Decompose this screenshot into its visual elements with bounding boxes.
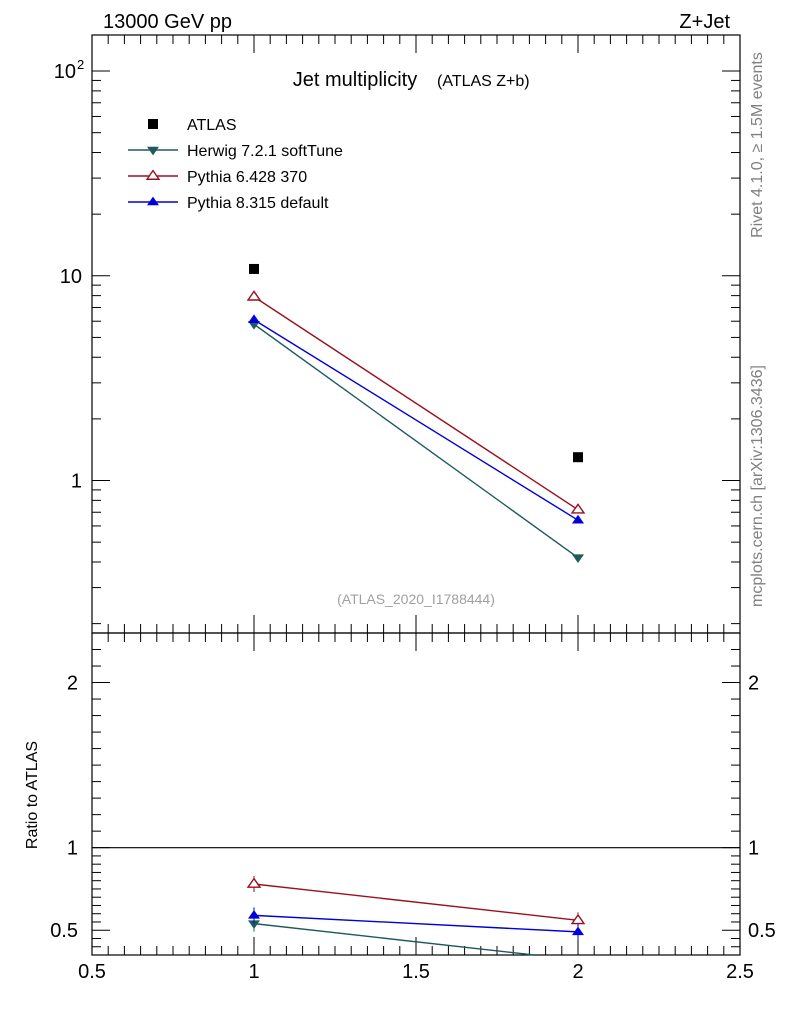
y-tick-label: 1 xyxy=(71,471,82,493)
main-series-markers xyxy=(246,263,586,564)
ratio-point-pythia-8-315-default xyxy=(572,926,584,936)
data-point-pythia-8-315-default xyxy=(248,314,260,323)
header-right-label: Z+Jet xyxy=(679,11,730,33)
x-tick-label: 2.5 xyxy=(726,961,754,983)
ratio-y-axis-label: Ratio to ATLAS xyxy=(24,741,41,849)
chart-subtitle: (ATLAS Z+b) xyxy=(437,73,530,90)
data-point-pythia-8-315-default xyxy=(572,514,584,524)
ratio-line-herwig-7-2-1-softtune xyxy=(253,922,534,956)
rivet-version-label: Rivet 4.1.0, ≥ 1.5M events xyxy=(749,52,766,238)
ratio-y-tick-label-right: 2 xyxy=(748,673,759,695)
data-point-atlas xyxy=(573,452,583,463)
main-series-lines xyxy=(253,296,579,559)
ratio-y-tick-label-right: 0.5 xyxy=(748,920,776,942)
ratio-y-tick-label-left: 1 xyxy=(67,838,78,860)
data-point-herwig-7-2-1-softtune xyxy=(248,320,260,330)
ratio-panel: 0.5 0.51 12 20.5 1 1.5 2 2.5 Ratio to ATLAS xyxy=(24,632,776,983)
header-left-label: 13000 GeV pp xyxy=(103,11,232,33)
legend: ATLAS Herwig 7.2.1 softTune Pythia 6.428 3… xyxy=(128,117,343,212)
legend-marker-pythia-6-428-370 xyxy=(145,169,161,180)
data-point-pythia-6-428-370 xyxy=(246,290,262,301)
y-tick-label: 10 xyxy=(60,266,82,288)
data-point-herwig-7-2-1-softtune xyxy=(572,554,584,564)
ratio-point-pythia-6-428-370 xyxy=(570,913,586,925)
ratio-line-pythia-6-428-370 xyxy=(253,883,579,922)
x-tick-label: 0.5 xyxy=(78,961,106,983)
x-tick-label: 1.5 xyxy=(402,961,430,983)
ratio-y-tick-label-left: 2 xyxy=(67,673,78,695)
ratio-plot-frame xyxy=(91,632,741,956)
ratio-point-herwig-7-2-1-softtune xyxy=(248,920,260,930)
legend-label: ATLAS xyxy=(187,117,237,134)
ratio-point-pythia-6-428-370 xyxy=(246,877,262,888)
series-line-pythia-6-428-370 xyxy=(253,296,579,511)
ratio-y-tick-label-left: 0.5 xyxy=(50,920,78,942)
series-line-pythia-8-315-default xyxy=(253,319,579,521)
y-tick-label-exponent: 2 xyxy=(77,57,84,72)
legend-marker-atlas xyxy=(148,119,158,129)
ratio-axis-ticks: 0.5 0.51 12 20.5 1 1.5 2 2.5 xyxy=(50,633,776,983)
data-point-pythia-6-428-370 xyxy=(570,503,586,514)
legend-marker-pythia-8-315-default xyxy=(147,196,159,206)
ratio-series-markers xyxy=(246,875,586,940)
y-tick-label: 10 xyxy=(54,61,76,83)
legend-label: Pythia 8.315 default xyxy=(187,195,329,212)
legend-label: Pythia 6.428 370 xyxy=(187,169,307,186)
series-line-herwig-7-2-1-softtune xyxy=(253,323,579,559)
analysis-watermark: (ATLAS_2020_I1788444) xyxy=(337,591,495,607)
ratio-series-lines xyxy=(253,883,579,956)
ratio-point-pythia-8-315-default xyxy=(248,909,260,919)
x-tick-label: 1 xyxy=(248,961,259,983)
data-point-atlas xyxy=(249,263,259,274)
ratio-line-pythia-8-315-default xyxy=(253,914,579,933)
mcplots-label: mcplots.cern.ch [arXiv:1306.3436] xyxy=(749,365,766,607)
legend-marker-herwig-7-2-1-softtune xyxy=(147,146,159,156)
ratio-y-tick-label-right: 1 xyxy=(748,838,759,860)
chart-title: Jet multiplicity xyxy=(293,69,417,91)
legend-label: Herwig 7.2.1 softTune xyxy=(187,143,343,160)
x-tick-label: 2 xyxy=(572,961,583,983)
